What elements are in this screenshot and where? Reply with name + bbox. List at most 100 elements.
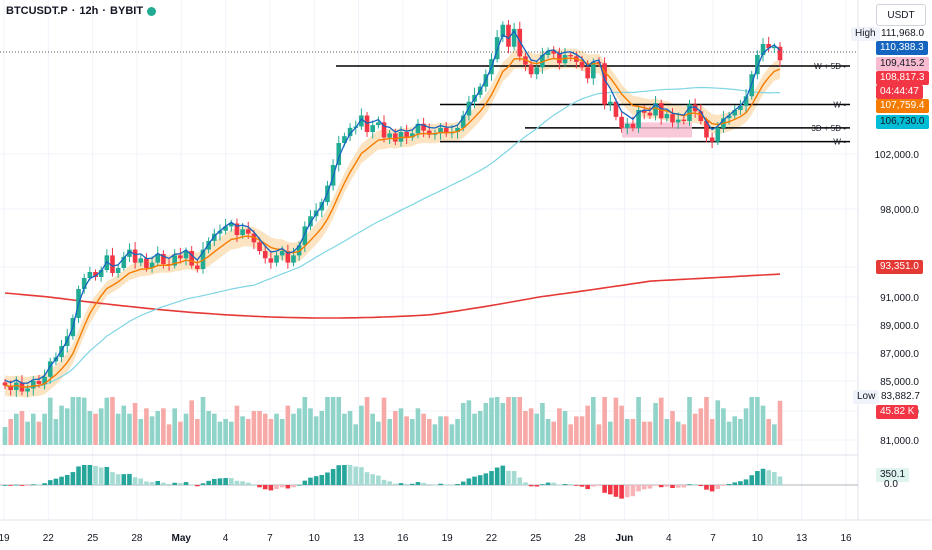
candle-body	[438, 127, 443, 134]
oscillator-bar	[602, 485, 607, 493]
candle	[443, 121, 449, 137]
x-tick-label: 10	[309, 533, 321, 544]
candle	[545, 47, 551, 59]
symbol-header[interactable]: BTCUSDT.P · 12h · BYBIT	[6, 5, 157, 17]
volume-bar	[466, 400, 472, 445]
volume-bar	[25, 421, 30, 445]
oscillator-tag: 350.1	[876, 468, 910, 482]
volume-bar	[738, 419, 743, 445]
candle	[172, 249, 178, 269]
oscillator-bar	[30, 484, 36, 486]
ema-band	[5, 48, 780, 398]
candle-body	[127, 249, 132, 257]
candle	[743, 89, 749, 113]
candle-body	[138, 258, 144, 263]
candle-body	[217, 230, 223, 234]
candle	[732, 105, 738, 119]
oscillator-bar	[104, 466, 110, 485]
volume-bar	[704, 397, 709, 445]
oscillator-bar	[121, 474, 127, 485]
candle	[268, 250, 274, 269]
volume-bars	[2, 397, 783, 445]
oscillator-bar	[760, 468, 766, 485]
oscillator-bar	[732, 482, 738, 485]
volume-bar	[455, 419, 460, 445]
oscillator-bar	[234, 480, 240, 485]
candle-body	[274, 255, 279, 263]
oscillator-bar	[596, 485, 602, 486]
oscillator-bar	[489, 471, 494, 485]
ma-red-line	[4, 273, 781, 319]
volume-bar	[506, 397, 511, 445]
volume-bar	[698, 408, 704, 445]
oscillator-bar	[613, 485, 619, 497]
candle-body	[664, 114, 670, 119]
candle-body	[409, 133, 415, 138]
ma-red-tag: 93,351.0	[876, 260, 923, 274]
oscillator-bar	[506, 470, 511, 485]
volume-bar	[330, 397, 336, 445]
oscillator-bar	[206, 480, 211, 485]
candle-body	[223, 226, 228, 231]
oscillator-bar	[14, 484, 19, 486]
y-tick-label: 91,000.0	[880, 293, 919, 304]
oscillator-bar	[624, 485, 630, 498]
candle-body	[393, 133, 398, 142]
x-tick-label: 25	[87, 533, 99, 544]
oscillator-bar	[647, 485, 653, 489]
candle-body	[81, 278, 87, 289]
candle	[409, 129, 415, 141]
oscillator-bar	[749, 475, 755, 485]
oscillator-bar	[149, 482, 155, 485]
oscillator-bar	[551, 482, 557, 485]
oscillator-bar	[426, 484, 432, 485]
candle-body	[772, 46, 777, 49]
volume-bar	[557, 408, 562, 445]
volume-bar	[675, 421, 681, 445]
candle-body	[93, 272, 98, 277]
candle-body	[387, 133, 392, 138]
volume-bar	[426, 419, 432, 445]
oscillator-bar	[98, 467, 104, 485]
volume-bar	[562, 411, 568, 445]
candle-body	[149, 262, 155, 268]
currency-button[interactable]: USDT	[876, 4, 926, 26]
volume-bar	[421, 413, 426, 445]
oscillator-bar	[59, 476, 64, 485]
level-label: W •	[833, 101, 846, 110]
candle-body	[161, 253, 166, 265]
x-tick-label: 22	[486, 533, 498, 544]
volume-bar	[755, 397, 760, 445]
candle-body	[2, 382, 8, 386]
candle-body	[132, 249, 138, 263]
candle-body	[262, 251, 268, 259]
volume-bar	[296, 408, 302, 445]
ema-fast-tag: 110,388.3	[876, 41, 928, 55]
oscillator-bar	[70, 472, 76, 485]
volume-bar	[81, 397, 87, 445]
volume-bar	[534, 413, 540, 445]
oscillator-bar	[675, 485, 681, 488]
volume-bar	[619, 405, 624, 445]
volume-bar	[279, 419, 285, 445]
volume-bar	[359, 405, 364, 445]
oscillator-bar	[25, 485, 30, 486]
candle	[336, 135, 342, 172]
volume-bar	[766, 419, 771, 445]
volume-bar	[364, 397, 370, 445]
volume-bar	[30, 413, 36, 445]
oscillator-bar	[698, 485, 704, 487]
candle-body	[613, 101, 619, 117]
oscillator-bar	[342, 465, 347, 485]
volume-bar	[647, 421, 653, 445]
candle-body	[291, 255, 296, 263]
candle	[500, 21, 506, 43]
candle	[738, 99, 743, 115]
volume-bar	[262, 413, 268, 445]
oscillator-bar	[291, 485, 296, 488]
oscillator-bar	[370, 474, 376, 485]
oscillator-bar	[387, 481, 392, 485]
candle	[155, 246, 161, 267]
x-tick-label: 13	[796, 533, 808, 544]
